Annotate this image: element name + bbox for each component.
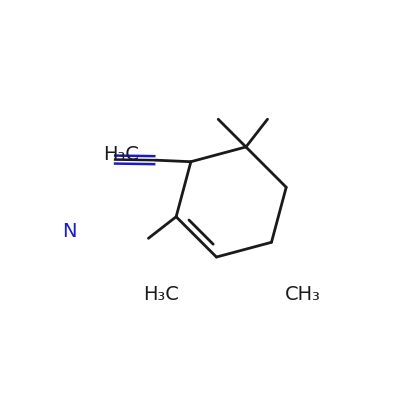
Text: N: N [62, 222, 77, 241]
Text: H₃C: H₃C [143, 285, 179, 304]
Text: H₃C: H₃C [103, 145, 139, 164]
Text: CH₃: CH₃ [285, 285, 321, 304]
